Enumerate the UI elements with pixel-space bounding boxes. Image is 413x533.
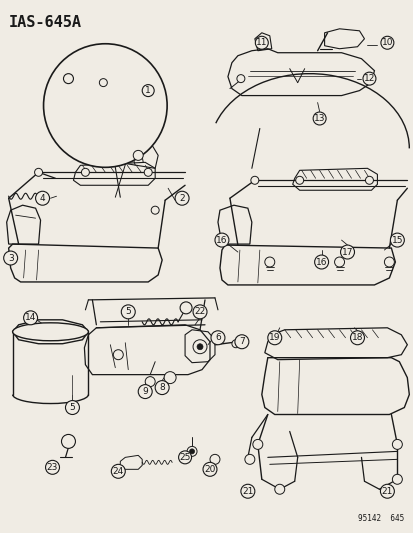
Text: 19: 19 [268, 333, 280, 342]
Circle shape [99, 79, 107, 86]
Text: 15: 15 [391, 236, 402, 245]
Text: 17: 17 [341, 247, 352, 256]
Circle shape [111, 464, 125, 478]
Circle shape [178, 451, 191, 464]
Circle shape [192, 305, 206, 319]
Circle shape [36, 191, 50, 205]
Circle shape [255, 36, 268, 49]
Circle shape [142, 85, 154, 96]
Circle shape [334, 257, 344, 267]
Circle shape [252, 439, 262, 449]
Circle shape [392, 439, 401, 449]
Circle shape [144, 168, 152, 176]
Circle shape [392, 474, 401, 484]
Circle shape [314, 255, 328, 269]
Circle shape [121, 305, 135, 319]
Text: 10: 10 [381, 38, 392, 47]
Circle shape [236, 75, 244, 83]
Circle shape [63, 74, 73, 84]
Circle shape [384, 257, 394, 267]
Text: 5: 5 [125, 308, 131, 317]
Circle shape [209, 454, 219, 464]
Text: 18: 18 [351, 333, 362, 342]
Circle shape [389, 233, 404, 247]
Text: 2: 2 [179, 193, 185, 203]
Circle shape [180, 302, 192, 314]
Circle shape [267, 331, 281, 345]
Circle shape [189, 449, 194, 454]
Text: 20: 20 [204, 465, 215, 474]
Circle shape [362, 72, 375, 85]
Circle shape [164, 372, 176, 384]
Circle shape [145, 377, 155, 386]
Text: 9: 9 [142, 387, 148, 396]
Circle shape [4, 251, 18, 265]
Circle shape [380, 36, 393, 49]
Circle shape [340, 245, 354, 259]
Circle shape [151, 206, 159, 214]
Circle shape [113, 350, 123, 360]
Text: 3: 3 [8, 254, 14, 263]
Circle shape [264, 257, 274, 267]
Text: 5: 5 [69, 403, 75, 412]
Circle shape [35, 168, 43, 176]
Text: 4: 4 [40, 193, 45, 203]
Circle shape [197, 344, 202, 350]
Circle shape [155, 381, 169, 394]
Text: 21: 21 [381, 487, 392, 496]
Text: 22: 22 [194, 308, 205, 317]
Circle shape [312, 112, 325, 125]
Circle shape [175, 191, 189, 205]
Circle shape [350, 331, 363, 345]
Circle shape [244, 454, 254, 464]
Circle shape [202, 462, 216, 477]
Circle shape [274, 484, 284, 494]
Circle shape [380, 484, 394, 498]
Text: 16: 16 [315, 257, 327, 266]
Circle shape [138, 385, 152, 399]
Text: 8: 8 [159, 383, 165, 392]
Circle shape [62, 434, 75, 448]
Text: IAS-645A: IAS-645A [9, 15, 81, 30]
Circle shape [65, 400, 79, 415]
Text: 16: 16 [216, 236, 227, 245]
Circle shape [365, 176, 373, 184]
Circle shape [81, 168, 89, 176]
Text: 95142  645: 95142 645 [357, 514, 404, 523]
Circle shape [214, 233, 228, 247]
Circle shape [187, 447, 197, 456]
Ellipse shape [13, 323, 88, 341]
Circle shape [133, 150, 143, 160]
Text: 14: 14 [25, 313, 36, 322]
Circle shape [250, 176, 258, 184]
Text: 25: 25 [179, 453, 190, 462]
Text: 13: 13 [313, 114, 325, 123]
Circle shape [45, 461, 59, 474]
Text: 24: 24 [112, 467, 123, 476]
Text: 1: 1 [145, 86, 151, 95]
Circle shape [211, 331, 224, 345]
Circle shape [43, 44, 167, 167]
Circle shape [231, 340, 239, 348]
Text: 11: 11 [256, 38, 267, 47]
Circle shape [24, 311, 38, 325]
Text: 23: 23 [47, 463, 58, 472]
Circle shape [192, 340, 206, 354]
Text: 7: 7 [238, 337, 244, 346]
Circle shape [234, 335, 248, 349]
Text: 6: 6 [215, 333, 220, 342]
Text: 12: 12 [363, 74, 374, 83]
Text: 21: 21 [242, 487, 253, 496]
Circle shape [295, 176, 303, 184]
Circle shape [240, 484, 254, 498]
